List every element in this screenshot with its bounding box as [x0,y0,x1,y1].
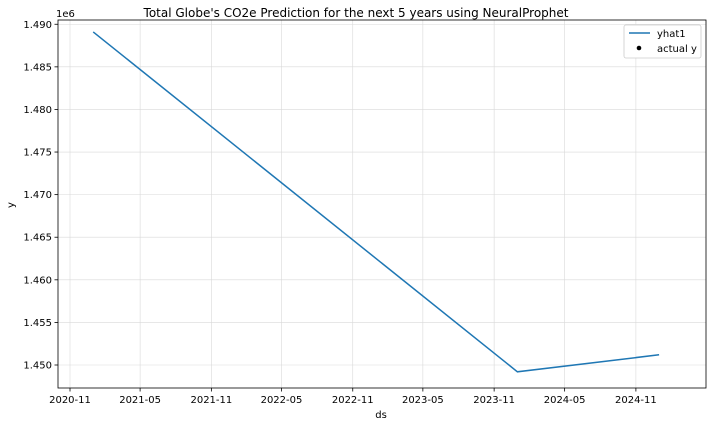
y-axis: 1.450 1.455 1.460 1.465 1.470 1.475 1.480 1.485… [23,20,58,372]
x-tick-label: 2023-11 [473,395,515,406]
x-tick-label: 2024-11 [615,395,657,406]
legend-label-actual-y: actual y [657,44,697,55]
x-tick-label: 2020-11 [49,395,91,406]
x-tick-label: 2024-05 [544,395,586,406]
y-axis-label: y [6,202,17,208]
legend-swatch-actual-y [636,45,642,51]
legend: yhat1 actual y [623,24,702,59]
y-tick-label: 1.455 [23,318,52,329]
x-tick-label: 2023-05 [402,395,444,406]
y-tick-label: 1.475 [23,148,52,159]
series-line-yhat1 [92,31,660,373]
x-axis: 2020-11 2021-05 2021-11 2022-05 2022-11 2023-… [49,388,657,406]
series-group [92,31,660,373]
x-axis-label: ds [375,410,387,421]
y-tick-label: 1.485 [23,62,52,73]
y-tick-label: 1.460 [23,275,52,286]
y-tick-label: 1.470 [23,190,52,201]
y-tick-label: 1.465 [23,233,52,244]
x-tick-label: 2021-05 [119,395,161,406]
x-tick-label: 2022-11 [332,395,374,406]
plot-frame [57,19,707,389]
y-offset-label: 1e6 [56,9,75,20]
x-tick-label: 2022-05 [261,395,303,406]
chart-title: Total Globe's CO2e Prediction for the ne… [143,6,569,20]
y-tick-label: 1.480 [23,105,52,116]
x-tick-label: 2021-11 [190,395,232,406]
legend-label-yhat1: yhat1 [657,29,686,40]
gridlines [58,20,706,388]
y-tick-label: 1.490 [23,20,52,31]
y-tick-label: 1.450 [23,361,52,372]
